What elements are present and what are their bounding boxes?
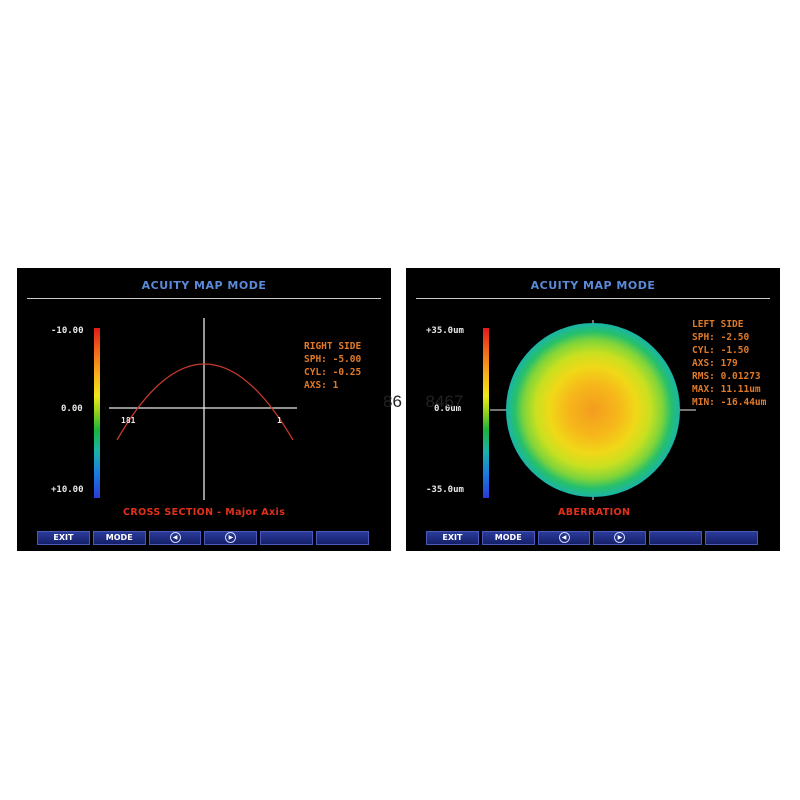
axs-value: AXS: 179 <box>692 358 738 369</box>
next-button[interactable]: ▶ <box>204 531 258 545</box>
min-value: MIN: -16.44um <box>692 397 767 408</box>
previous-button[interactable]: ◀ <box>537 531 591 545</box>
scale-mid-label: 0.0um <box>434 404 462 414</box>
cyl-value: CYL: -1.50 <box>692 345 750 356</box>
bottom-toolbar: EXIT MODE ◀ ▶ <box>37 531 369 545</box>
title-divider <box>27 298 381 299</box>
aberration-caption: ABERRATION <box>558 507 631 518</box>
blank-button-2[interactable] <box>316 531 369 545</box>
panel-title: ACUITY MAP MODE <box>530 279 656 292</box>
arrow-left-icon: ◀ <box>169 532 181 543</box>
exit-button[interactable]: EXIT <box>37 531 90 545</box>
exit-button[interactable]: EXIT <box>426 531 479 545</box>
axs-value: AXS: 1 <box>304 380 339 391</box>
measurement-readout: LEFT SIDE SPH: -2.50 CYL: -1.50 AXS: 179… <box>692 318 766 409</box>
sph-value: SPH: -5.00 <box>304 354 362 365</box>
cross-section-caption: CROSS SECTION - Major Axis <box>123 507 286 518</box>
blank-button-2[interactable] <box>705 531 758 545</box>
cross-section-plot <box>109 318 297 500</box>
next-button[interactable]: ▶ <box>593 531 647 545</box>
bottom-toolbar: EXIT MODE ◀ ▶ <box>426 531 758 545</box>
axis-label-1: 1 <box>277 416 282 425</box>
scale-top-label: +35.0um <box>426 326 464 336</box>
cross-section-curve <box>116 363 294 441</box>
arrow-right-icon: ▶ <box>225 532 237 543</box>
arrow-left-icon: ◀ <box>558 532 570 543</box>
cyl-value: CYL: -0.25 <box>304 367 362 378</box>
measurement-readout: RIGHT SIDE SPH: -5.00 CYL: -0.25 AXS: 1 <box>304 340 361 392</box>
previous-button[interactable]: ◀ <box>148 531 202 545</box>
max-value: MAX: 11.11um <box>692 384 761 395</box>
rms-value: RMS: 0.01273 <box>692 371 761 382</box>
side-label: LEFT SIDE <box>692 319 744 330</box>
mode-button[interactable]: MODE <box>92 531 146 545</box>
blank-button-1[interactable] <box>649 531 703 545</box>
blank-button-1[interactable] <box>260 531 314 545</box>
scale-mid-label: 0.00 <box>61 404 83 414</box>
diopter-color-scale <box>94 328 100 498</box>
scale-top-label: -10.00 <box>51 326 84 336</box>
aberration-color-scale <box>483 328 489 498</box>
title-divider <box>416 298 770 299</box>
side-label: RIGHT SIDE <box>304 341 362 352</box>
mode-button[interactable]: MODE <box>481 531 535 545</box>
scale-bottom-label: -35.0um <box>426 485 464 495</box>
panel-title: ACUITY MAP MODE <box>141 279 267 292</box>
scale-bottom-label: +10.00 <box>51 485 84 495</box>
sph-value: SPH: -2.50 <box>692 332 750 343</box>
aberration-disc <box>506 323 680 497</box>
aberration-map <box>490 320 696 500</box>
overlay-watermark-text: 86 8467 <box>383 392 464 411</box>
axis-label-181: 181 <box>121 416 136 425</box>
acuity-panel-left-side: ACUITY MAP MODE +35.0um 0.0um -35.0um LE… <box>406 268 780 551</box>
acuity-panel-right-side: ACUITY MAP MODE -10.00 0.00 +10.00 181 1… <box>17 268 391 551</box>
arrow-right-icon: ▶ <box>614 532 626 543</box>
